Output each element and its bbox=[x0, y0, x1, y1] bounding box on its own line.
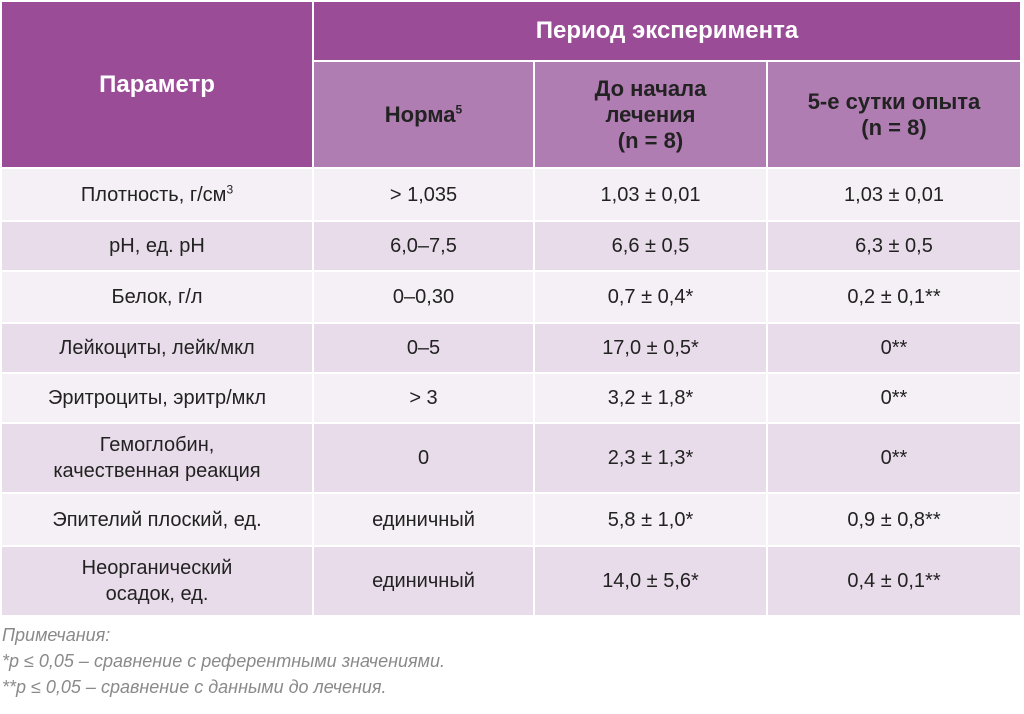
table-body: Плотность, г/см3 > 1,035 1,03 ± 0,01 1,03 ±… bbox=[0, 167, 1022, 617]
column-header: 5-е сутки опыта (n = 8) bbox=[766, 60, 1022, 169]
table-row: Эритроциты, эритр/мкл > 3 3,2 ± 1,8* 0** bbox=[0, 372, 1022, 424]
value-cell: 6,6 ± 0,5 bbox=[533, 220, 768, 272]
value-cell: 0** bbox=[766, 322, 1022, 374]
param-cell: Белок, г/л bbox=[0, 270, 314, 324]
value-cell: 0–5 bbox=[312, 322, 535, 374]
cell-line: pH, ед. pH bbox=[109, 235, 205, 257]
subheader-row: Норма5 До начала лечения (n = 8) 5-е сутки о… bbox=[1, 60, 1022, 169]
value-cell: 0,4 ± 0,1** bbox=[766, 545, 1022, 617]
cell-line: качественная реакция bbox=[53, 460, 261, 482]
header-row: Параметр Период эксперимента bbox=[0, 0, 1022, 169]
period-header: Период эксперимента bbox=[312, 0, 1022, 62]
cell-line: Плотность, г/см bbox=[80, 183, 227, 206]
value-cell: 0,7 ± 0,4* bbox=[533, 270, 768, 324]
value-cell: 0,2 ± 0,1** bbox=[766, 270, 1022, 324]
cell-line: (n = 8) bbox=[861, 114, 927, 140]
cell-line: До начала bbox=[594, 75, 707, 101]
value-cell: 0 bbox=[312, 422, 535, 494]
value-cell: 14,0 ± 5,6* bbox=[533, 545, 768, 617]
cell-line: Эритроциты, эритр/мкл bbox=[47, 387, 267, 409]
param-cell: Эритроциты, эритр/мкл bbox=[0, 372, 314, 424]
param-cell: Эпителий плоский, ед. bbox=[0, 492, 314, 547]
table-row: Белок, г/л 0–0,30 0,7 ± 0,4* 0,2 ± 0,1** bbox=[0, 270, 1022, 324]
param-header: Параметр bbox=[0, 0, 314, 169]
superscript: 3 bbox=[226, 181, 234, 196]
table-row: pH, ед. pH 6,0–7,5 6,6 ± 0,5 6,3 ± 0,5 bbox=[0, 220, 1022, 272]
superscript: 5 bbox=[455, 102, 463, 117]
value-cell: 5,8 ± 1,0* bbox=[533, 492, 768, 547]
value-cell: единичный bbox=[312, 545, 535, 617]
cell-line: Эпителий плоский, ед. bbox=[52, 508, 262, 531]
table-row: Гемоглобин, качественная реакция 0 2,3 ± 1,… bbox=[0, 422, 1022, 494]
param-cell: Неорганический осадок, ед. bbox=[0, 545, 314, 617]
table-row: Эпителий плоский, ед. единичный 5,8 ± 1,0*… bbox=[0, 492, 1022, 547]
param-cell: pH, ед. pH bbox=[0, 220, 314, 272]
value-cell: 17,0 ± 0,5* bbox=[533, 322, 768, 374]
value-cell: 6,3 ± 0,5 bbox=[766, 220, 1022, 272]
data-table: Параметр Период эксперимента Норма5 До на… bbox=[0, 0, 1022, 617]
value-cell: > 3 bbox=[312, 372, 535, 424]
cell-line: Гемоглобин, bbox=[99, 434, 215, 456]
cell-line: лечения bbox=[605, 101, 696, 127]
value-cell: 0** bbox=[766, 372, 1022, 424]
value-cell: 1,03 ± 0,01 bbox=[533, 167, 768, 222]
param-cell: Плотность, г/см3 bbox=[0, 167, 314, 222]
value-cell: 0** bbox=[766, 422, 1022, 494]
note-line: Примечания: bbox=[2, 625, 111, 645]
column-header: Норма5 bbox=[312, 60, 535, 169]
note-line: *p ≤ 0,05 – сравнение с референтными зна… bbox=[2, 651, 445, 671]
cell-line: Белок, г/л bbox=[111, 286, 203, 308]
table-row: Неорганический осадок, ед. единичный 14,0 ±… bbox=[0, 545, 1022, 617]
note-line: **p ≤ 0,05 – сравнение с данными до лече… bbox=[2, 677, 387, 697]
table-row: Плотность, г/см3 > 1,035 1,03 ± 0,01 1,03 ±… bbox=[0, 167, 1022, 222]
cell-line: осадок, ед. bbox=[105, 583, 209, 605]
param-cell: Гемоглобин, качественная реакция bbox=[0, 422, 314, 494]
cell-line: Лейкоциты, лейк/мкл bbox=[59, 337, 255, 359]
table-head: Параметр Период эксперимента Норма5 До на… bbox=[0, 0, 1022, 169]
value-cell: единичный bbox=[312, 492, 535, 547]
cell-line: 5-е сутки опыта bbox=[807, 88, 981, 114]
value-cell: 6,0–7,5 bbox=[312, 220, 535, 272]
value-cell: > 1,035 bbox=[312, 167, 535, 222]
param-cell: Лейкоциты, лейк/мкл bbox=[0, 322, 314, 374]
value-cell: 0,9 ± 0,8** bbox=[766, 492, 1022, 547]
value-cell: 3,2 ± 1,8* bbox=[533, 372, 768, 424]
notes: Примечания: *p ≤ 0,05 – сравнение с рефер… bbox=[2, 622, 445, 700]
table-row: Лейкоциты, лейк/мкл 0–5 17,0 ± 0,5* 0** bbox=[0, 322, 1022, 374]
column-header: До начала лечения (n = 8) bbox=[533, 60, 768, 169]
cell-line: (n = 8) bbox=[617, 127, 684, 153]
value-cell: 2,3 ± 1,3* bbox=[533, 422, 768, 494]
value-cell: 0–0,30 bbox=[312, 270, 535, 324]
cell-line: Неорганический bbox=[81, 557, 233, 579]
cell-line: Норма bbox=[384, 101, 456, 127]
value-cell: 1,03 ± 0,01 bbox=[766, 167, 1022, 222]
